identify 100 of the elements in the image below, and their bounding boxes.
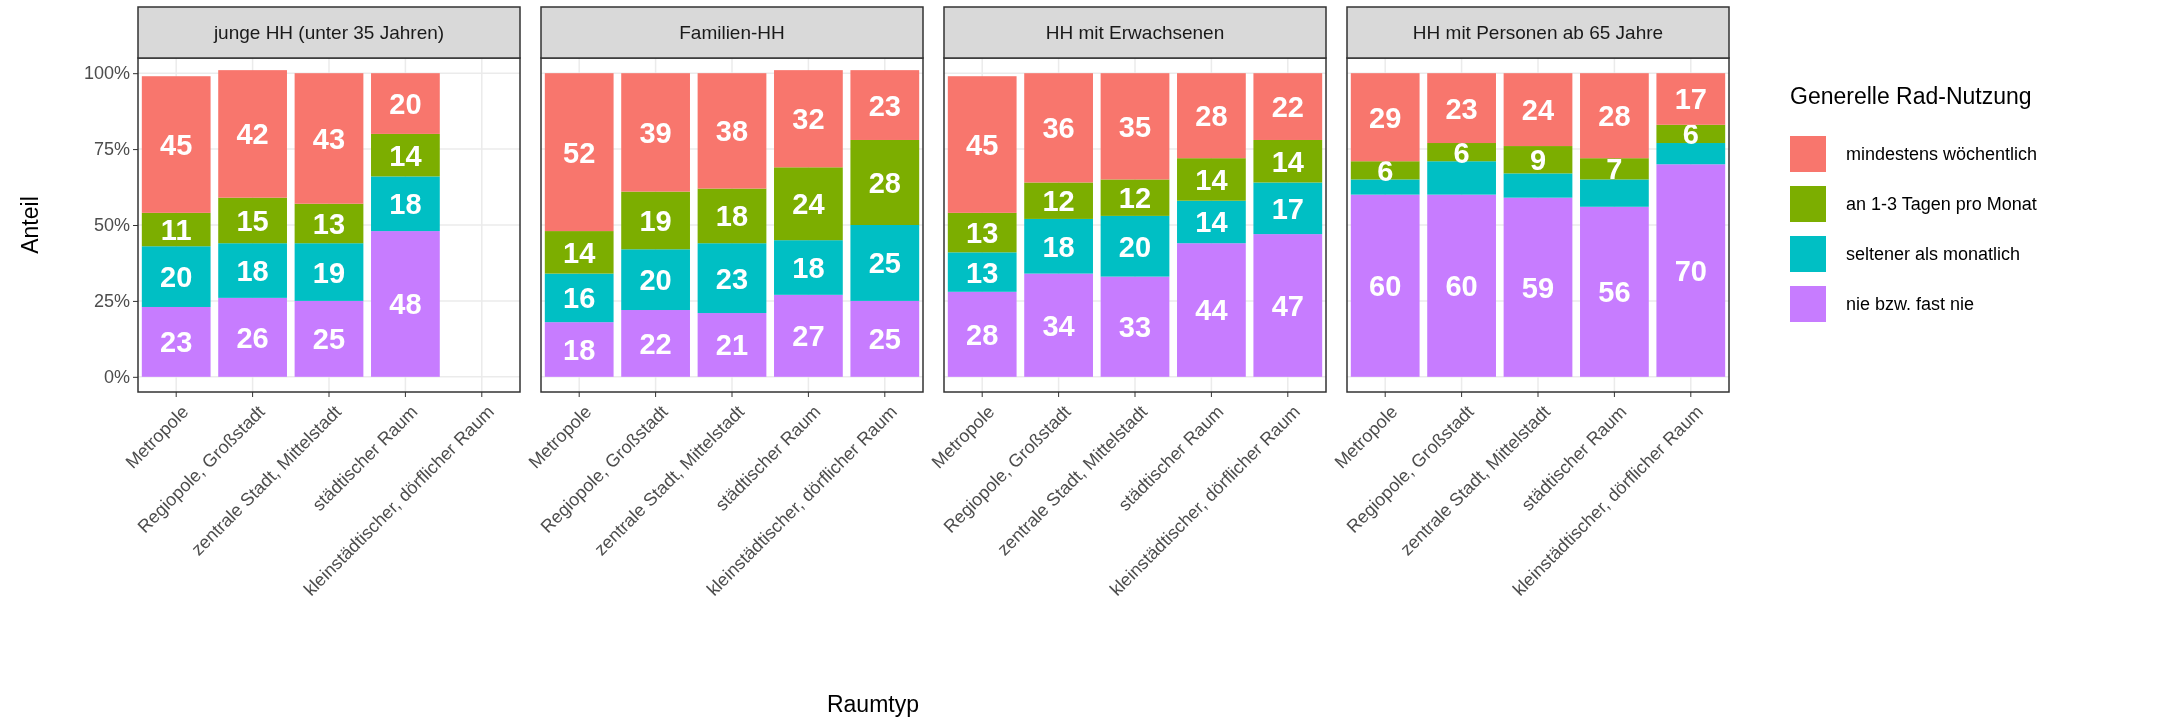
bar <box>1656 73 1726 125</box>
data-label: 16 <box>563 282 596 315</box>
bar <box>621 249 690 311</box>
y-tick-label: 25% <box>93 291 130 312</box>
data-label: 28 <box>1598 100 1631 133</box>
data-label: 13 <box>312 207 346 240</box>
data-label: 6 <box>1377 154 1394 187</box>
data-label: 23 <box>868 89 901 122</box>
y-tick-label: 75% <box>93 139 130 160</box>
bar <box>1350 73 1420 162</box>
bar <box>1503 197 1573 377</box>
data-label: 14 <box>563 236 596 269</box>
data-label: 15 <box>236 204 269 237</box>
data-label: 22 <box>639 327 672 360</box>
bar <box>218 70 287 198</box>
legend-title: Generelle Rad-Nutzung <box>1790 83 2032 109</box>
bar <box>1580 73 1649 159</box>
bar <box>1177 158 1246 201</box>
data-label: 18 <box>1042 230 1075 263</box>
bar <box>850 300 920 377</box>
data-label: 19 <box>639 204 672 237</box>
bar <box>774 167 843 241</box>
data-label: 48 <box>389 288 422 321</box>
legend-label: mindestens wöchentlich <box>1846 144 2038 165</box>
bar <box>1253 182 1323 235</box>
bar <box>544 73 614 232</box>
y-tick-label: 100% <box>83 63 130 84</box>
bar <box>141 306 211 377</box>
data-label: 20 <box>1118 230 1152 263</box>
legend-label: nie bzw. fast nie <box>1846 294 1975 315</box>
bar <box>774 70 843 168</box>
data-label: 26 <box>236 321 269 354</box>
data-label: 70 <box>1674 254 1707 287</box>
bar <box>1100 215 1170 277</box>
bar <box>774 294 843 377</box>
data-label: 28 <box>1195 100 1228 133</box>
data-label: 18 <box>563 333 596 366</box>
data-label: 35 <box>1118 110 1152 143</box>
chart-title: Familien-HH <box>679 22 785 44</box>
data-label: 36 <box>1042 112 1075 145</box>
y-tick-label: 0% <box>103 367 130 388</box>
data-label: 12 <box>1042 185 1075 218</box>
data-label: 42 <box>236 118 269 151</box>
data-label: 60 <box>1445 270 1478 303</box>
data-label: 52 <box>563 136 596 169</box>
data-label: 6 <box>1682 118 1699 151</box>
bar <box>697 313 767 377</box>
data-label: 20 <box>160 261 193 294</box>
bar <box>621 310 690 377</box>
data-label: 7 <box>1606 153 1623 186</box>
data-label: 47 <box>1271 289 1304 322</box>
data-label: 60 <box>1369 270 1402 303</box>
bar <box>1350 194 1420 377</box>
bar <box>371 176 440 232</box>
data-label: 14 <box>1195 163 1228 196</box>
bar <box>1100 73 1170 180</box>
data-label: 23 <box>715 262 749 295</box>
bar <box>1253 73 1323 140</box>
data-label: 20 <box>389 87 422 120</box>
data-label: 14 <box>1271 145 1304 178</box>
data-label: 11 <box>160 213 192 246</box>
bar <box>947 76 1017 213</box>
y-axis-title: Anteil <box>17 196 43 254</box>
bar <box>294 300 364 377</box>
legend-label: an 1-3 Tagen pro Monat <box>1846 194 2037 215</box>
data-label: 17 <box>1674 83 1707 116</box>
data-label: 14 <box>1195 206 1228 239</box>
bar <box>1177 243 1246 377</box>
data-label: 25 <box>868 247 901 280</box>
bar <box>371 73 440 134</box>
data-label: 59 <box>1521 271 1555 304</box>
bar <box>1656 164 1726 377</box>
data-label: 27 <box>792 320 825 353</box>
bar <box>774 240 843 295</box>
data-label: 6 <box>1453 136 1470 169</box>
bar <box>1100 276 1170 377</box>
data-label: 28 <box>966 318 999 351</box>
bar <box>1656 143 1726 165</box>
bar <box>218 297 287 377</box>
data-label: 23 <box>160 326 193 359</box>
data-label: 13 <box>966 256 999 289</box>
data-label: 22 <box>1271 91 1304 124</box>
bar <box>1503 173 1573 198</box>
bar <box>1177 73 1246 159</box>
bar <box>218 243 287 298</box>
legend-label: seltener als monatlich <box>1846 244 2021 265</box>
data-label: 18 <box>236 254 269 287</box>
data-label: 24 <box>1521 94 1555 127</box>
x-axis-title: Raumtyp <box>826 691 920 717</box>
y-tick-label: 50% <box>93 215 130 236</box>
bar <box>697 73 767 189</box>
data-label: 20 <box>639 264 672 297</box>
bar <box>141 76 211 213</box>
data-label: 45 <box>160 128 193 161</box>
bar <box>544 231 614 274</box>
bar <box>850 70 920 140</box>
bar <box>1024 273 1093 377</box>
bar <box>850 139 920 225</box>
bar <box>1427 161 1496 195</box>
bar <box>1024 73 1093 183</box>
